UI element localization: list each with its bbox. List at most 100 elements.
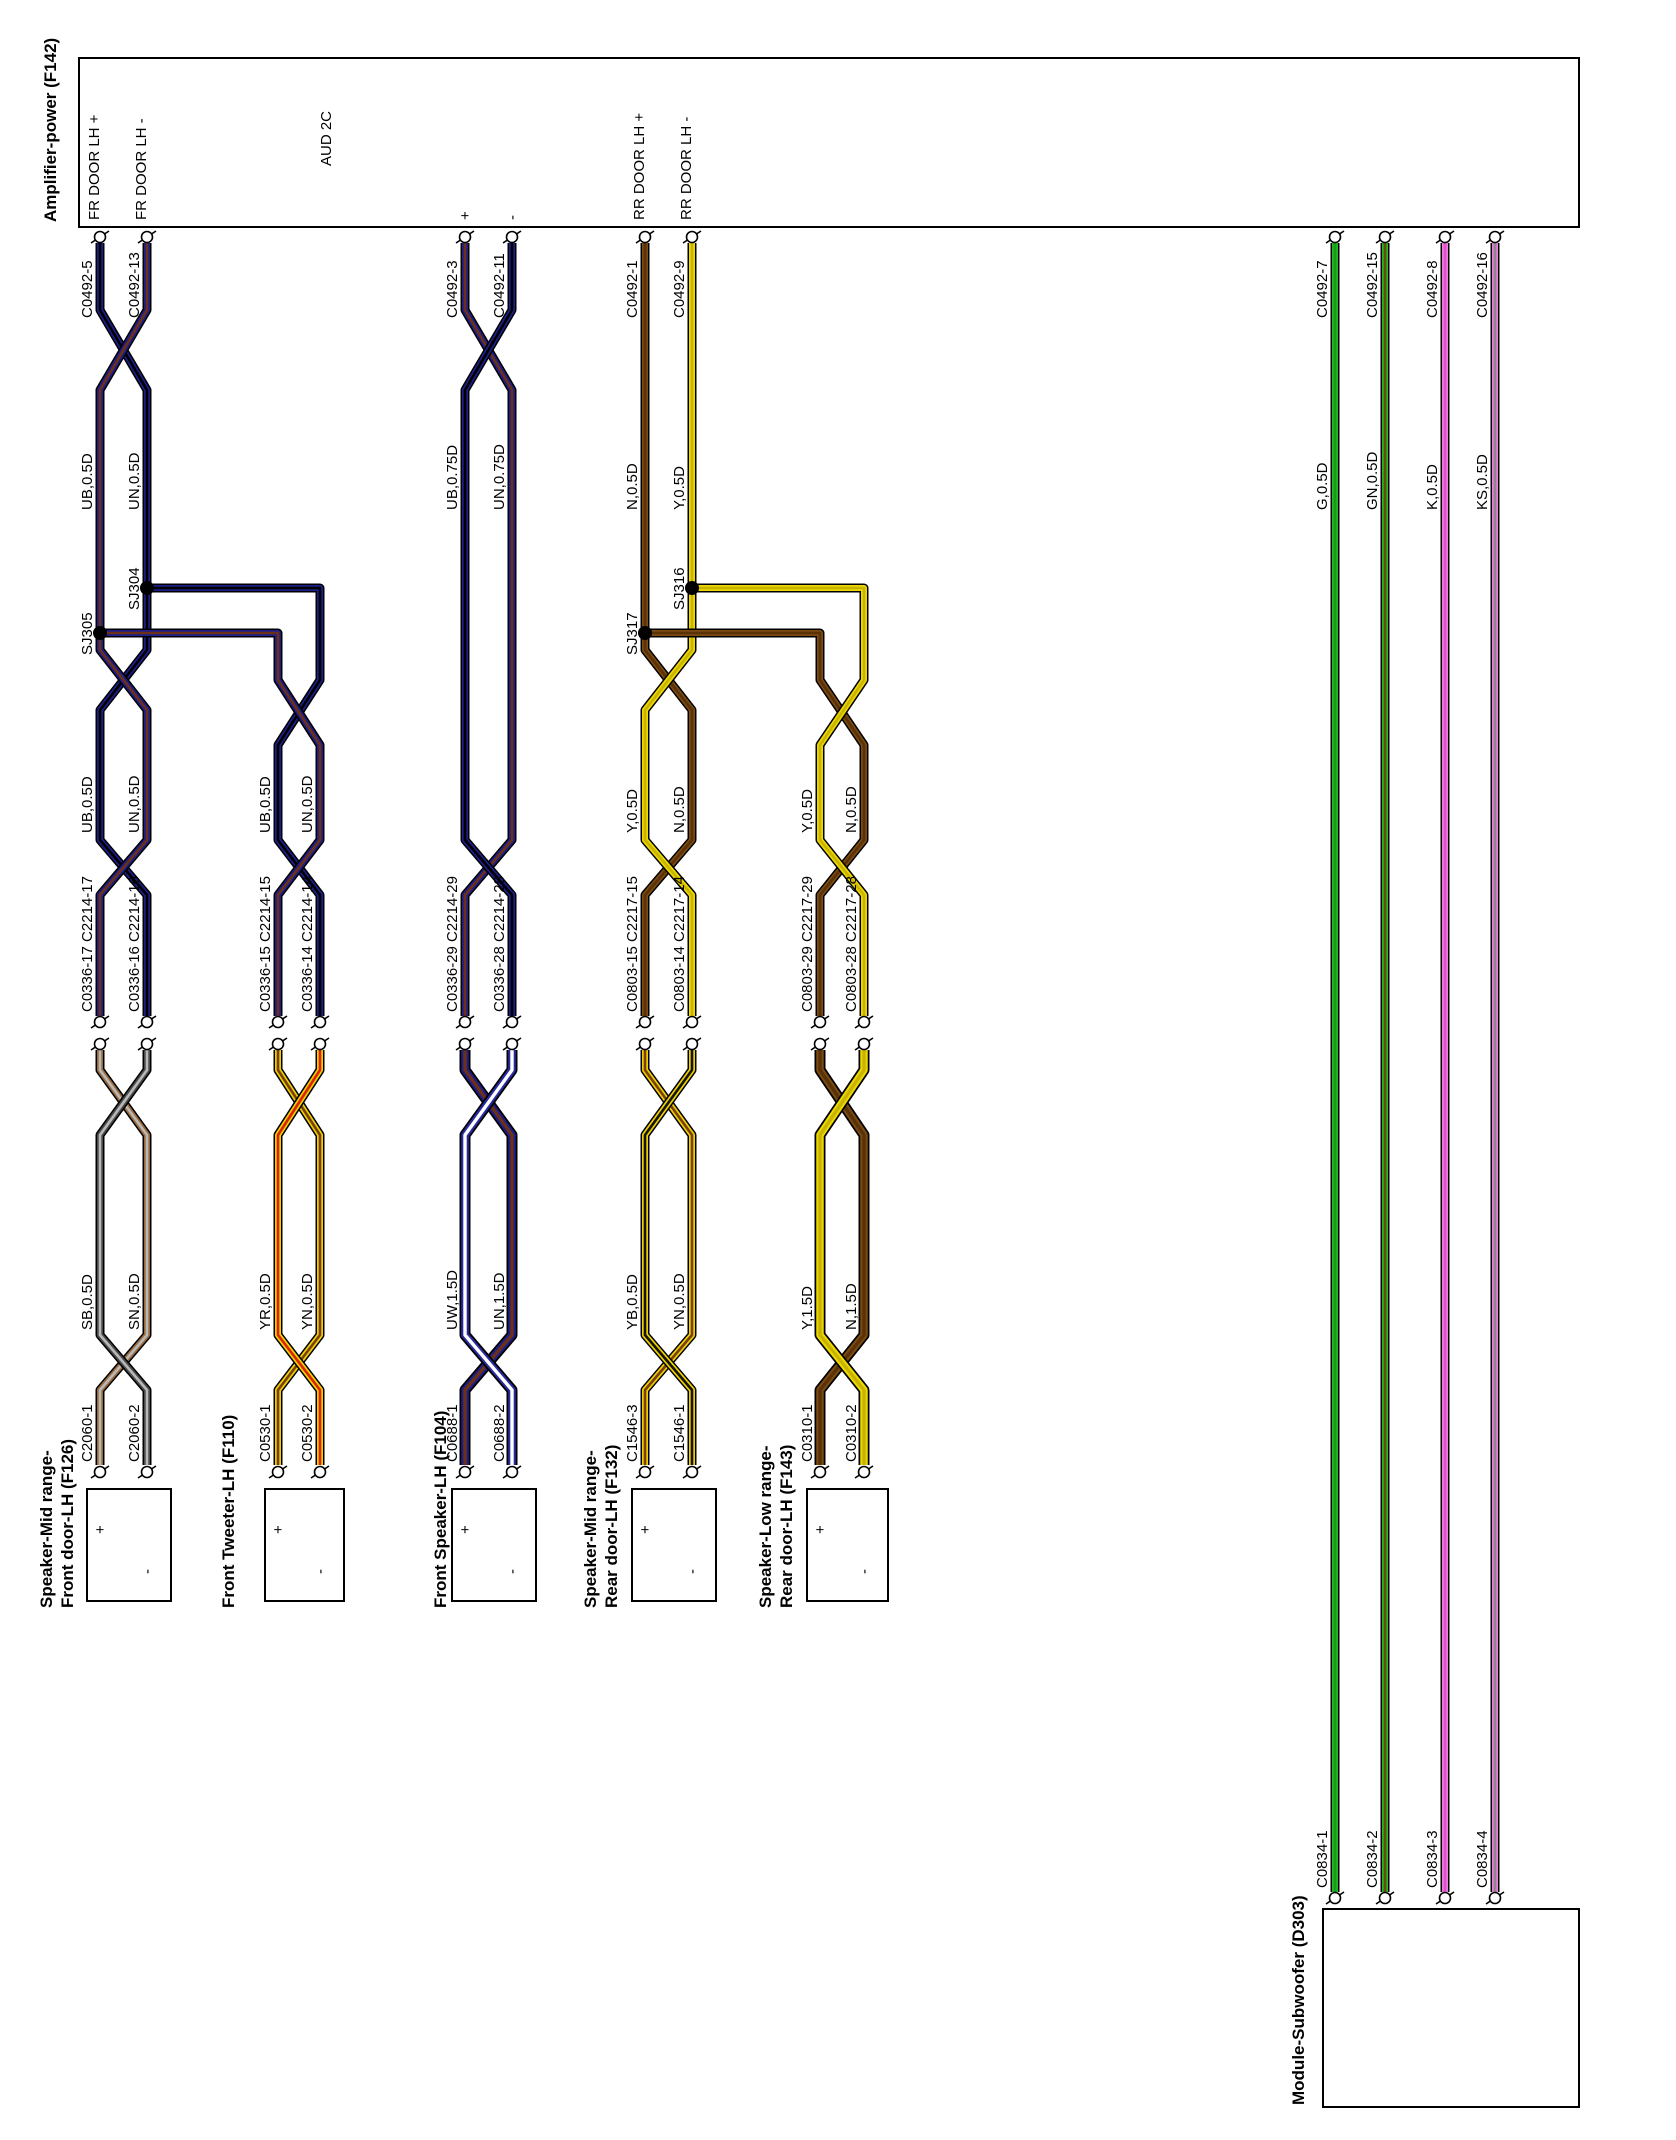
wire-code-label: YN,0.5D: [671, 1273, 688, 1330]
splice-sj304-dot: [140, 581, 154, 595]
wire-yr-tweeter-lower: [273, 1050, 325, 1465]
connector-pin-icon: [1435, 230, 1455, 244]
terminal-label: C0492-3: [444, 260, 461, 318]
connector-pin-icon: [635, 1015, 655, 1029]
wire-code-label: Y,1.5D: [799, 1286, 816, 1330]
wire-code-label: SB,0.5D: [79, 1274, 96, 1330]
front-mid-speaker-box: [86, 1488, 172, 1602]
front-speaker-box: [451, 1488, 537, 1602]
terminal-label: C0492-16: [1474, 252, 1491, 318]
amplifier-box: [78, 57, 1580, 228]
wire-code-label: UB,0.5D: [79, 453, 96, 510]
wire-code-label: GN,0.5D: [1364, 451, 1381, 510]
connector-pin-icon: [455, 1037, 475, 1051]
wire-ub-tweeter-branch: [147, 583, 325, 1016]
connector-pin-icon: [268, 1037, 288, 1051]
terminal-polarity-minus: -: [139, 1569, 156, 1574]
amp-pin-label-rr-door-lh-minus: RR DOOR LH -: [678, 116, 695, 220]
wire-n-rear-low-branch: [645, 628, 869, 1016]
amp-pin-label-minus: -: [504, 215, 521, 220]
wire-code-label: KS,0.5D: [1474, 454, 1491, 510]
device-pin-label: C0530-2: [299, 1404, 316, 1462]
terminal-label: C0492-8: [1424, 260, 1441, 318]
connector-pin-icon: [137, 1465, 157, 1479]
connector-pin-icon: [310, 1037, 330, 1051]
terminal-polarity-minus: -: [856, 1569, 873, 1574]
terminal-label: C0492-1: [624, 260, 641, 318]
connector-pin-icon: [1325, 230, 1345, 244]
device-pin-label: C0834-1: [1314, 1830, 1331, 1888]
connector-pin-icon: [90, 1037, 110, 1051]
wire-ub-front-speaker: [460, 243, 517, 1016]
inline-connector-pins: [90, 1015, 874, 1051]
wire-un-front-mid: [95, 243, 152, 1016]
amplifier-title: Amplifier-power (F142): [41, 37, 60, 222]
splice-sj305-dot: [93, 626, 107, 640]
terminal-label: C0492-15: [1364, 252, 1381, 318]
connector-pin-icon: [502, 230, 522, 244]
connector-pin-icon: [810, 1037, 830, 1051]
connector-pin-icon: [854, 1015, 874, 1029]
splice-dots: [93, 581, 699, 640]
connector-pin-icon: [682, 1465, 702, 1479]
amp-pin-label-rr-door-lh-plus: RR DOOR LH +: [631, 112, 648, 220]
device-label-line: Front door-LH (F126): [58, 1438, 77, 1608]
device-pin-label: C2060-2: [126, 1404, 143, 1462]
device-label-front-mid: Speaker-Mid range- Front door-LH (F126): [36, 1439, 78, 1608]
wire-un-front-speaker-lower: [459, 1050, 518, 1465]
connector-pin-icon: [810, 1015, 830, 1029]
connector-pin-icon: [502, 1015, 522, 1029]
rear-mid-speaker-box: [631, 1488, 717, 1602]
wire-code-label: N,0.5D: [843, 786, 860, 833]
amp-pin-label-plus: +: [457, 211, 474, 220]
inline-connector-label: C0336-17 C2214-17: [79, 876, 96, 1012]
device-pin-label: C0834-4: [1474, 1830, 1491, 1888]
terminal-polarity-plus: +: [457, 1525, 474, 1534]
device-label-line: Rear door-LH (F143): [777, 1444, 796, 1608]
terminal-polarity-plus: +: [270, 1525, 287, 1534]
wire-uw-front-speaker-lower: [459, 1050, 518, 1465]
wire-code-label: N,1.5D: [843, 1283, 860, 1330]
device-pin-label: C1546-1: [671, 1404, 688, 1462]
wire-y-rear-low-lower: [814, 1050, 870, 1465]
wire-code-label: UN,1.5D: [491, 1272, 508, 1330]
rear-low-speaker-box: [806, 1488, 889, 1602]
device-label-tweeter: Front Tweeter-LH (F110): [219, 1414, 238, 1608]
amp-terminal-pins: [90, 230, 1505, 244]
wire-code-label: YR,0.5D: [257, 1273, 274, 1330]
device-pin-label: C0310-2: [843, 1404, 860, 1462]
connector-pin-icon: [682, 1015, 702, 1029]
wire-sn-front-mid-lower: [95, 1050, 152, 1465]
inline-connector-label: C0336-16 C2214-16: [126, 876, 143, 1012]
device-pin-label: C0834-3: [1424, 1830, 1441, 1888]
wire-sb-front-mid-lower: [95, 1050, 152, 1465]
wire-yb-rear-mid-lower: [640, 1050, 697, 1465]
inline-connector-label: C0336-15 C2214-15: [257, 876, 274, 1012]
connector-pin-icon: [455, 230, 475, 244]
connector-pin-icon: [1375, 230, 1395, 244]
wire-n-rear-low-lower: [814, 1050, 870, 1465]
device-label-line: Rear door-LH (F132): [602, 1444, 621, 1608]
inline-connector-label: C0336-14 C2214-14: [299, 876, 316, 1012]
subwoofer-module-box: [1322, 1908, 1580, 2108]
inline-connector-label: C0336-28 C2214-28: [491, 876, 508, 1012]
wire-code-label: UN,0.5D: [299, 775, 316, 833]
connector-pin-icon: [268, 1015, 288, 1029]
inline-connector-label: C0803-28 C2217-28: [843, 876, 860, 1012]
amp-pin-label-fr-door-lh-minus: FR DOOR LH -: [133, 118, 150, 220]
device-pin-label: C0310-1: [799, 1404, 816, 1462]
terminal-label: C0492-9: [671, 260, 688, 318]
wire-code-label: UN,0.5D: [126, 452, 143, 510]
connector-pin-icon: [682, 1037, 702, 1051]
connector-pin-icon: [268, 1465, 288, 1479]
wire-un-front-speaker: [460, 243, 517, 1016]
terminal-polarity-plus: +: [92, 1525, 109, 1534]
device-pin-label: C0834-2: [1364, 1830, 1381, 1888]
wire-code-label: UN,0.75D: [491, 444, 508, 510]
wire-code-label: UN,0.5D: [126, 775, 143, 833]
connector-pin-icon: [1435, 1891, 1455, 1905]
connector-pin-icon: [137, 1037, 157, 1051]
wire-code-label: Y,0.5D: [671, 466, 688, 510]
inline-connector-label: C0803-15 C2217-15: [624, 876, 641, 1012]
